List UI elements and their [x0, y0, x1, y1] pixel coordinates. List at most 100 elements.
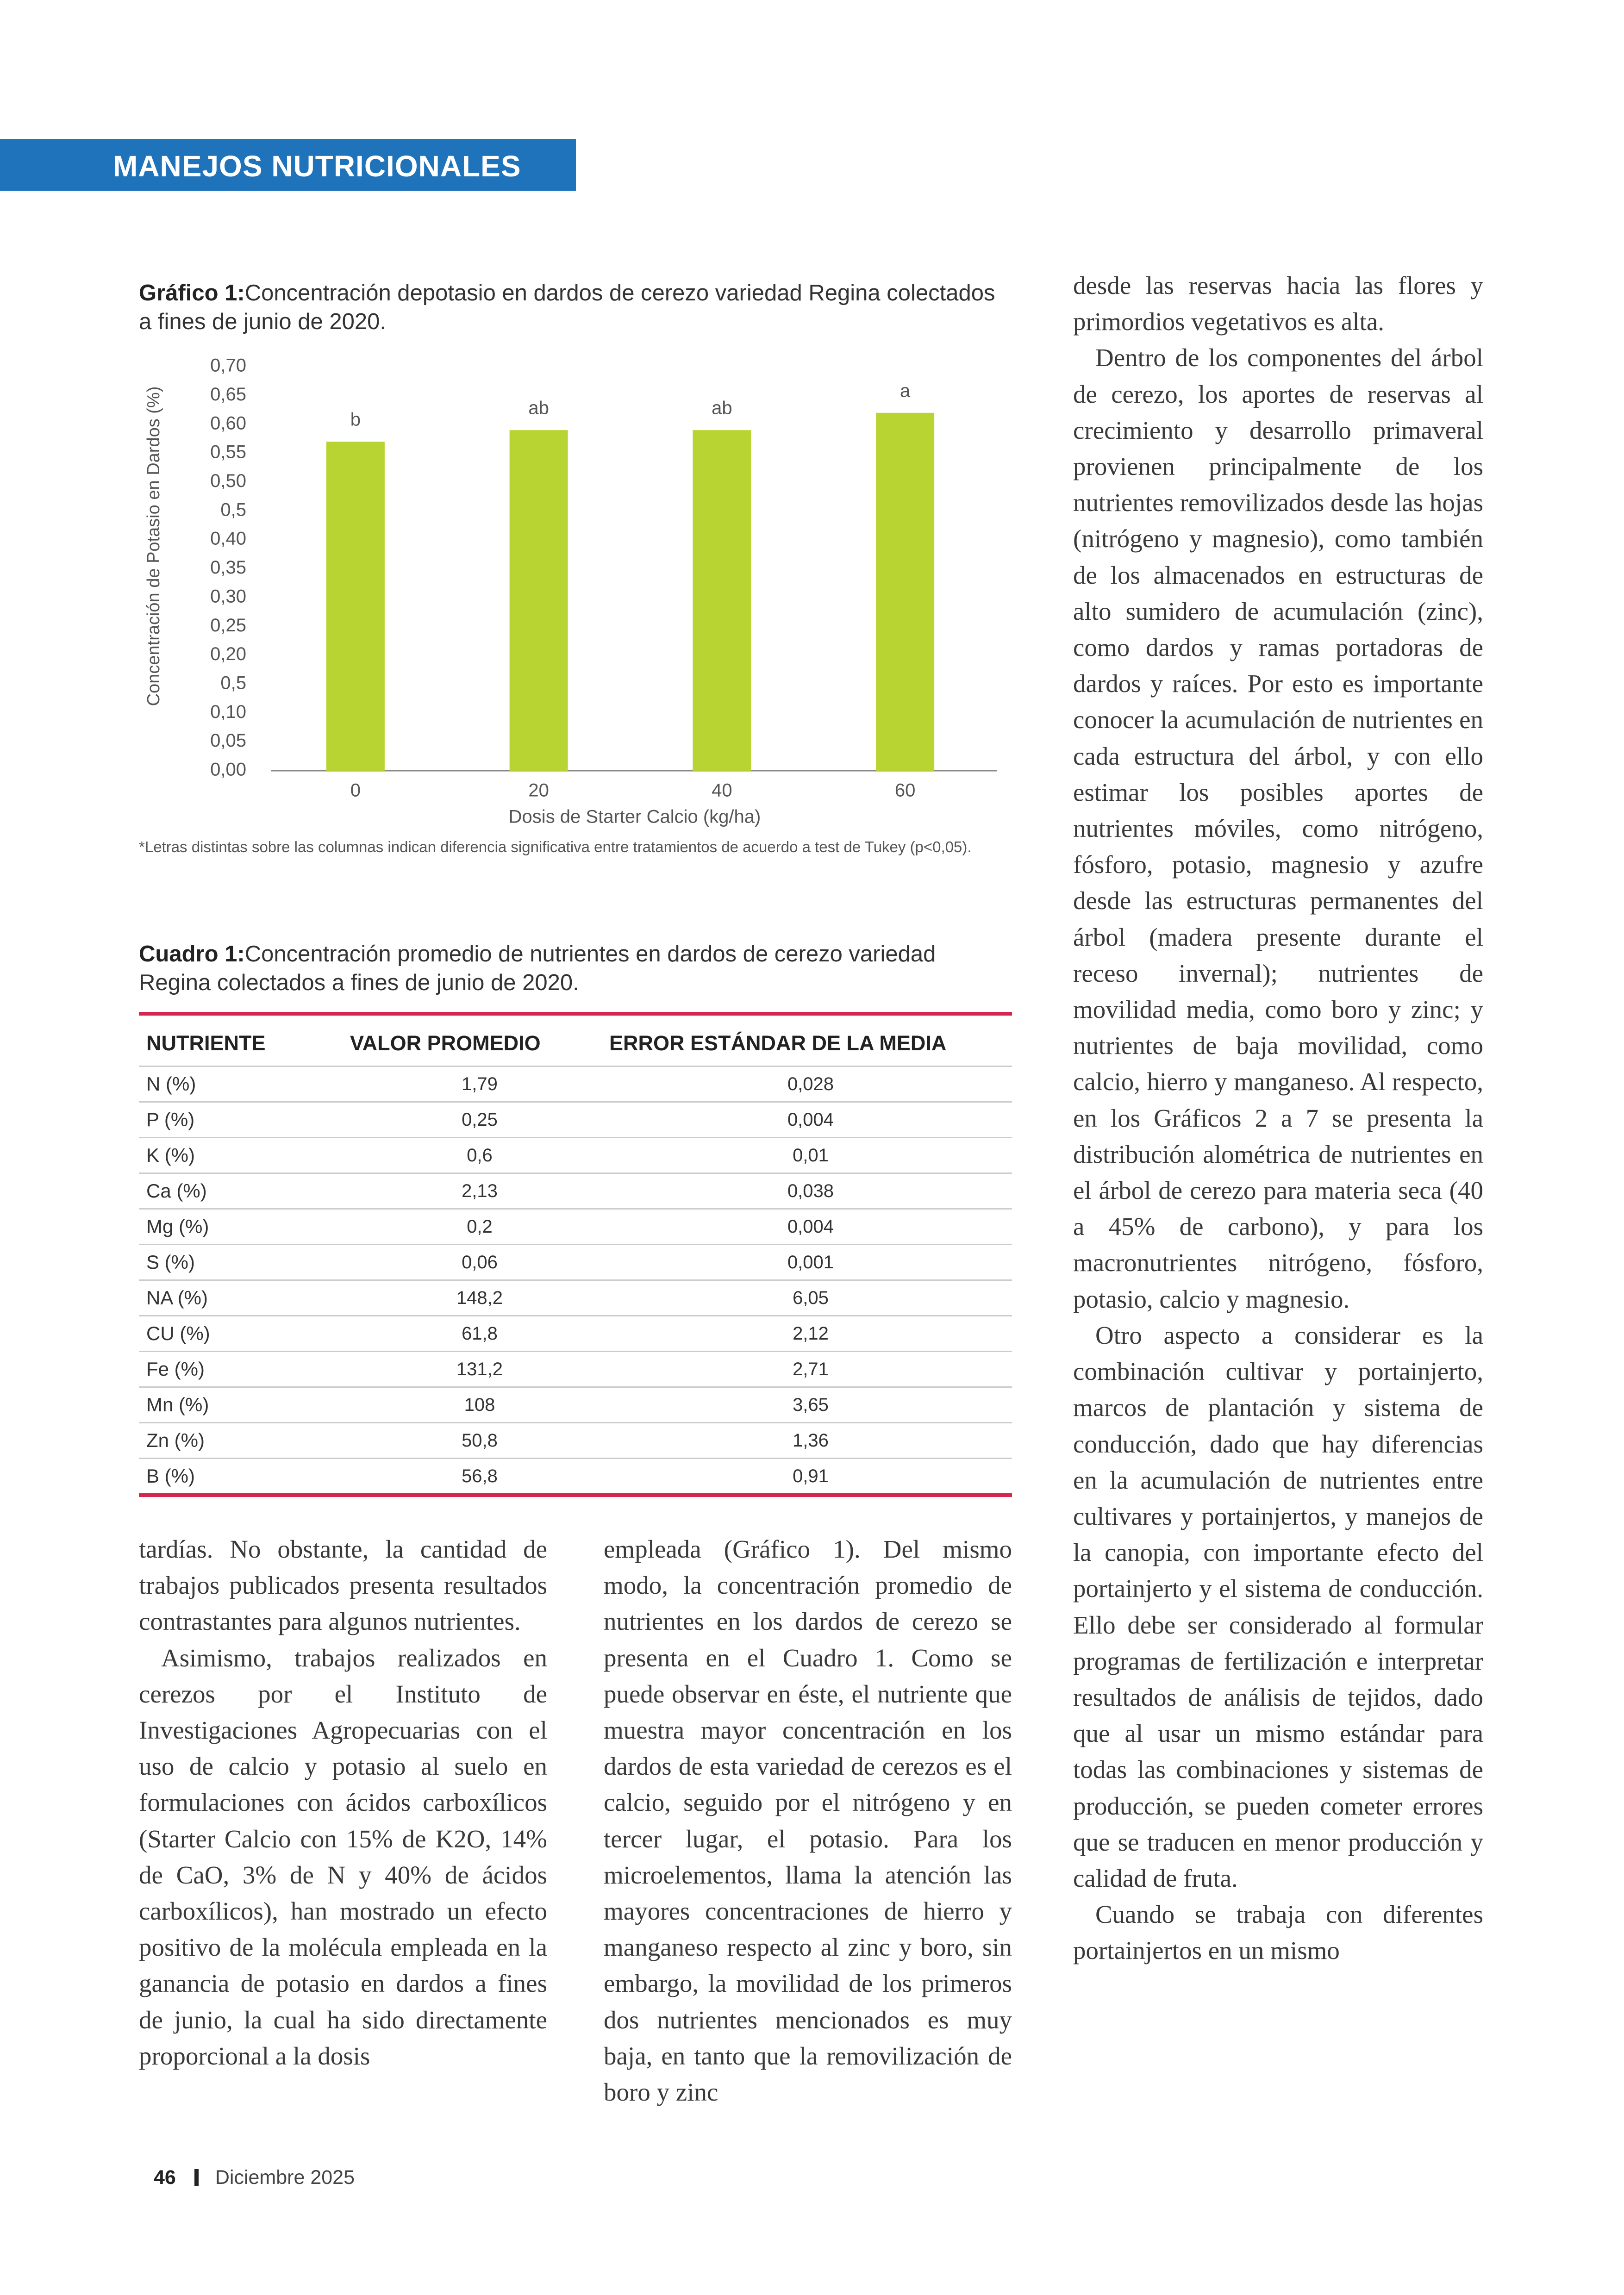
nutrient-cell: Zn (%): [139, 1422, 350, 1459]
table-head: NUTRIENTE VALOR PROMEDIO ERROR ESTÁNDAR DE…: [139, 1012, 1012, 1067]
text-column: empleada (Gráfico 1). Del mismo modo, la…: [604, 1531, 1012, 2124]
y-tick-label: 0,60: [210, 413, 246, 433]
y-tick-label: 0,70: [210, 355, 246, 376]
table-row: N (%) 1,79 0,028: [139, 1066, 1012, 1103]
significance-label: a: [900, 380, 911, 401]
value-cell: 2,13: [350, 1173, 609, 1210]
value-cell: 3,65: [609, 1387, 1012, 1423]
table-row: Fe (%) 131,2 2,71: [139, 1351, 1012, 1388]
x-tick-label: 40: [712, 780, 732, 801]
paragraph: tardías. No obstante, la cantidad de tra…: [139, 1535, 547, 1636]
bar: [693, 430, 751, 771]
y-tick-label: 0,50: [210, 471, 246, 491]
x-tick-label: 60: [895, 780, 916, 801]
value-cell: 1,79: [350, 1066, 609, 1103]
bar: [326, 442, 385, 771]
table-row: CU (%) 61,8 2,12: [139, 1316, 1012, 1352]
section-title: MANEJOS NUTRICIONALES: [113, 150, 521, 183]
value-cell: 0,25: [350, 1102, 609, 1138]
x-tick-label: 0: [350, 780, 361, 801]
y-tick-label: 0,65: [210, 384, 246, 405]
chart-caption: Gráfico 1:Concentración depotasio en dar…: [139, 279, 1000, 336]
text-column: tardías. No obstante, la cantidad de tra…: [139, 1531, 547, 2124]
nutrient-cell: P (%): [139, 1102, 350, 1138]
value-cell: 0,06: [350, 1244, 609, 1281]
y-tick-label: 0,35: [210, 557, 246, 578]
table-row: NA (%) 148,2 6,05: [139, 1280, 1012, 1316]
chart-title: Concentración depotasio en dardos de cer…: [139, 281, 995, 334]
paragraph: empleada (Gráfico 1). Del mismo modo, la…: [604, 1535, 1012, 2107]
paragraph: Otro aspecto a considerar es la combinac…: [1073, 1321, 1483, 1892]
table-row: Mn (%) 108 3,65: [139, 1387, 1012, 1423]
significance-label: ab: [712, 398, 732, 418]
nutrient-cell: Mn (%): [139, 1387, 350, 1423]
y-tick-label: 0,00: [210, 760, 246, 780]
value-cell: 1,36: [609, 1422, 1012, 1459]
y-tick-label: 0,55: [210, 442, 246, 462]
table-row: Zn (%) 50,8 1,36: [139, 1422, 1012, 1459]
value-cell: 108: [350, 1387, 609, 1423]
separator: [194, 2169, 199, 2186]
y-tick-label: 0,05: [210, 730, 246, 751]
value-cell: 0,004: [609, 1209, 1012, 1245]
column-header: VALOR PROMEDIO: [350, 1012, 609, 1067]
significance-label: ab: [528, 398, 549, 418]
paragraph: Dentro de los componentes del árbol de c…: [1073, 343, 1483, 1313]
nutrient-cell: S (%): [139, 1244, 350, 1281]
chart-footnote: *Letras distintas sobre las columnas ind…: [139, 838, 972, 855]
nutrient-cell: N (%): [139, 1066, 350, 1103]
y-tick-label: 0,25: [210, 615, 246, 636]
nutrient-table: NUTRIENTE VALOR PROMEDIO ERROR ESTÁNDAR DE…: [139, 1012, 1012, 1497]
value-cell: 0,2: [350, 1209, 609, 1245]
nutrient-cell: CU (%): [139, 1316, 350, 1352]
y-axis-label: Concentración de Potasio en Dardos (%): [144, 387, 163, 706]
section-banner: MANEJOS NUTRICIONALES: [0, 139, 576, 191]
nutrient-cell: Mg (%): [139, 1209, 350, 1245]
value-cell: 0,91: [609, 1458, 1012, 1497]
value-cell: 6,05: [609, 1280, 1012, 1316]
value-cell: 50,8: [350, 1422, 609, 1459]
column-header: NUTRIENTE: [139, 1012, 350, 1067]
page-number: 46: [154, 2166, 176, 2189]
nutrient-cell: K (%): [139, 1137, 350, 1174]
paragraph: Asimismo, trabajos realizados en cerezos…: [139, 1643, 547, 2070]
value-cell: 0,038: [609, 1173, 1012, 1210]
table-row: B (%) 56,8 0,91: [139, 1458, 1012, 1497]
value-cell: 2,12: [609, 1316, 1012, 1352]
significance-label: b: [350, 410, 361, 430]
value-cell: 0,004: [609, 1102, 1012, 1138]
value-cell: 131,2: [350, 1351, 609, 1388]
value-cell: 0,028: [609, 1066, 1012, 1103]
value-cell: 148,2: [350, 1280, 609, 1316]
column-header: ERROR ESTÁNDAR DE LA MEDIA: [609, 1012, 1012, 1067]
value-cell: 2,71: [609, 1351, 1012, 1388]
paragraph: Cuando se trabaja con diferentes portain…: [1073, 1900, 1483, 1965]
table-row: K (%) 0,6 0,01: [139, 1137, 1012, 1174]
value-cell: 56,8: [350, 1458, 609, 1497]
table-row: Ca (%) 2,13 0,038: [139, 1173, 1012, 1210]
table-row: Mg (%) 0,2 0,004: [139, 1209, 1012, 1245]
text-column: desde las reservas hacia las flores y pr…: [1073, 268, 1483, 2124]
y-tick-label: 0,20: [210, 644, 246, 664]
bar: [876, 412, 935, 771]
issue-date: Diciembre 2025: [215, 2166, 355, 2189]
value-cell: 0,001: [609, 1244, 1012, 1281]
nutrient-cell: NA (%): [139, 1280, 350, 1316]
value-cell: 61,8: [350, 1316, 609, 1352]
paragraph: desde las reservas hacia las flores y pr…: [1073, 271, 1483, 336]
header-row: NUTRIENTE VALOR PROMEDIO ERROR ESTÁNDAR DE…: [139, 1012, 1012, 1067]
table-row: P (%) 0,25 0,004: [139, 1102, 1012, 1138]
chart-label: Gráfico 1:: [139, 281, 245, 306]
y-tick-label: 0,40: [210, 529, 246, 549]
table-label: Cuadro 1:: [139, 942, 245, 967]
chart: Concentración de Potasio en Dardos (%) D…: [144, 355, 997, 827]
value-cell: 0,01: [609, 1137, 1012, 1174]
table-title: Concentración promedio de nutrientes en …: [139, 942, 936, 995]
y-tick-label: 0,5: [220, 673, 246, 693]
x-tick-label: 20: [528, 780, 549, 801]
y-tick-label: 0,5: [220, 499, 246, 520]
table-body: N (%) 1,79 0,028 P (%) 0,25 0,004 K (%) 0,6 0,01…: [139, 1066, 1012, 1497]
value-cell: 0,6: [350, 1137, 609, 1174]
